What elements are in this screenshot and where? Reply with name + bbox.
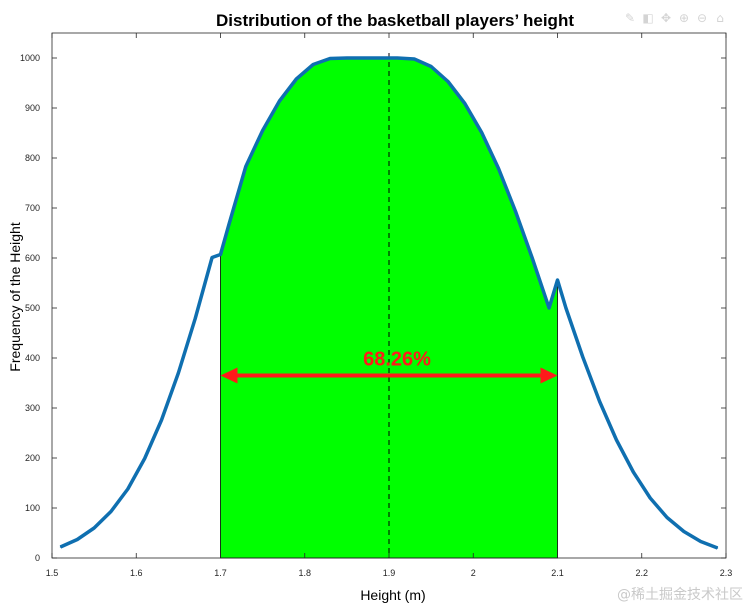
y-tick-label: 1000 [20, 53, 40, 63]
annotation-arrowhead-right [540, 367, 558, 384]
data-point [278, 100, 281, 102]
y-tick-label: 700 [25, 203, 40, 213]
data-point [582, 356, 584, 358]
x-tick-label: 1.8 [298, 568, 311, 578]
data-point [700, 540, 702, 543]
y-tick-label: 500 [25, 303, 40, 313]
data-point [430, 65, 432, 68]
data-point [59, 546, 62, 548]
data-point [464, 102, 466, 105]
data-point [177, 372, 179, 374]
data-point [228, 223, 230, 226]
data-point [481, 131, 483, 134]
pan-icon[interactable]: ✥ [660, 11, 672, 25]
data-point [716, 547, 719, 549]
annotation-arrowhead-left [220, 367, 238, 384]
chart-title: Distribution of the basketball players’ … [216, 11, 574, 30]
annotation-label: 68.26% [363, 349, 431, 371]
x-tick-label: 1.6 [130, 568, 143, 578]
data-point [110, 510, 112, 513]
data-point [93, 527, 95, 529]
data-tip-icon[interactable]: ◧ [642, 11, 654, 25]
x-tick-label: 1.5 [46, 568, 59, 578]
data-point [262, 129, 264, 132]
data-point [514, 210, 516, 212]
data-point [396, 57, 399, 59]
x-tick-label: 1.9 [383, 568, 396, 578]
y-tick-label: 900 [25, 103, 40, 113]
data-point [295, 78, 297, 80]
data-point [556, 279, 559, 281]
data-point [548, 307, 550, 309]
data-point [245, 165, 247, 168]
x-tick-label: 2.2 [635, 568, 648, 578]
y-tick-label: 300 [25, 403, 40, 413]
x-tick-label: 2.3 [720, 568, 733, 578]
data-point [565, 307, 567, 309]
data-point [194, 317, 196, 320]
data-point [413, 58, 415, 60]
data-point [666, 516, 668, 519]
data-point [379, 57, 382, 59]
data-point [127, 488, 129, 490]
home-icon[interactable]: ⌂ [716, 11, 724, 25]
data-point [160, 419, 163, 421]
watermark: @稀土掘金技术社区 [617, 587, 743, 603]
data-point [388, 57, 390, 59]
y-tick-label: 100 [25, 503, 40, 513]
data-point [447, 80, 449, 83]
data-point [346, 57, 348, 59]
data-point [615, 439, 618, 441]
data-point [211, 256, 213, 259]
x-tick-label: 1.7 [214, 568, 227, 578]
data-point [329, 57, 331, 60]
y-tick-label: 0 [35, 553, 40, 563]
y-axis-label: Frequency of the Height [7, 222, 23, 372]
plot-area: 1.5 1.6 1.7 1.8 1.9 2 2.1 2.2 2.3 0 100 200 300 400 50… [20, 32, 733, 578]
y-tick-label: 200 [25, 453, 40, 463]
y-tick-label: 400 [25, 353, 40, 363]
data-point [76, 538, 78, 541]
data-point [144, 457, 146, 460]
data-point [599, 400, 601, 403]
y-tick-label: 800 [25, 153, 40, 163]
x-tick-label: 2 [471, 568, 476, 578]
data-point [683, 530, 685, 533]
data-point [632, 471, 634, 473]
edit-icon[interactable]: ✎ [624, 11, 636, 25]
data-point [531, 257, 533, 259]
data-point [649, 497, 651, 499]
zoom-out-icon[interactable]: ⊖ [696, 11, 708, 25]
data-point [497, 167, 500, 170]
figure-toolbar: ✎ ◧ ✥ ⊕ ⊖ ⌂ [623, 11, 727, 25]
zoom-in-icon[interactable]: ⊕ [678, 11, 690, 25]
data-point [219, 253, 222, 256]
data-point [312, 63, 314, 66]
data-point [363, 57, 365, 59]
y-tick-label: 600 [25, 253, 40, 263]
x-axis-label: Height (m) [360, 587, 425, 603]
x-tick-label: 2.1 [551, 568, 564, 578]
